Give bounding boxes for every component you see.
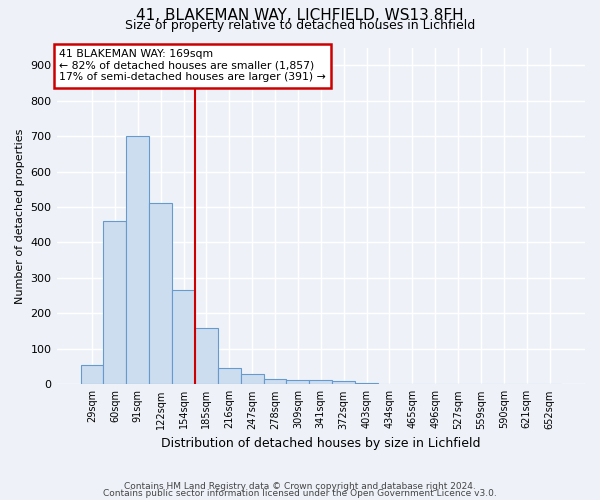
Bar xyxy=(172,290,195,384)
X-axis label: Distribution of detached houses by size in Lichfield: Distribution of detached houses by size … xyxy=(161,437,481,450)
Bar xyxy=(241,374,263,384)
Text: 41, BLAKEMAN WAY, LICHFIELD, WS13 8FH: 41, BLAKEMAN WAY, LICHFIELD, WS13 8FH xyxy=(136,8,464,22)
Text: Contains public sector information licensed under the Open Government Licence v3: Contains public sector information licen… xyxy=(103,490,497,498)
Bar xyxy=(195,328,218,384)
Text: 41 BLAKEMAN WAY: 169sqm
← 82% of detached houses are smaller (1,857)
17% of semi: 41 BLAKEMAN WAY: 169sqm ← 82% of detache… xyxy=(59,49,326,82)
Bar xyxy=(80,365,103,384)
Bar xyxy=(149,204,172,384)
Bar xyxy=(355,382,378,384)
Bar xyxy=(218,368,241,384)
Bar xyxy=(127,136,149,384)
Text: Contains HM Land Registry data © Crown copyright and database right 2024.: Contains HM Land Registry data © Crown c… xyxy=(124,482,476,491)
Bar xyxy=(263,379,286,384)
Bar xyxy=(310,380,332,384)
Text: Size of property relative to detached houses in Lichfield: Size of property relative to detached ho… xyxy=(125,19,475,32)
Y-axis label: Number of detached properties: Number of detached properties xyxy=(15,128,25,304)
Bar xyxy=(332,382,355,384)
Bar xyxy=(286,380,310,384)
Bar xyxy=(103,221,127,384)
